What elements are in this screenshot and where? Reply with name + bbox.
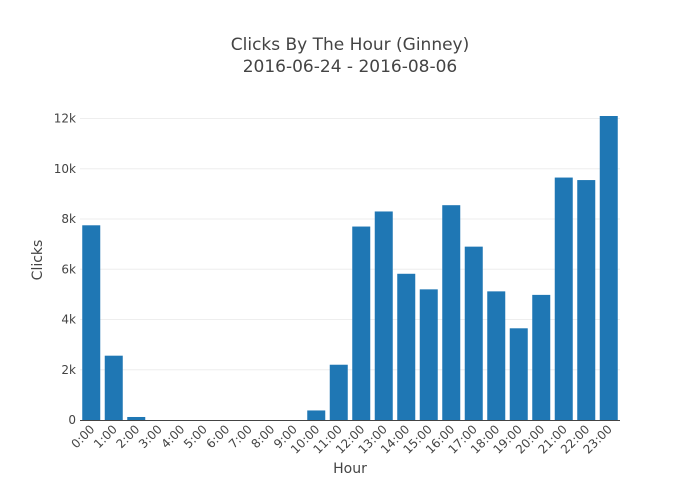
x-axis-title: Hour: [333, 461, 367, 477]
x-tick-label: 5:00: [181, 422, 210, 451]
y-tick-label: 0: [68, 413, 76, 427]
chart-subtitle: 2016-06-24 - 2016-08-06: [243, 57, 458, 77]
bar: [127, 416, 146, 420]
bar: [532, 294, 551, 420]
bar: [307, 410, 326, 420]
y-tick-label: 4k: [61, 313, 76, 327]
bar: [509, 328, 528, 420]
x-axis-ticks: 0:001:002:003:004:005:006:007:008:009:00…: [68, 422, 614, 456]
bar: [352, 226, 371, 420]
bar: [419, 289, 438, 420]
x-tick-label: 6:00: [203, 422, 232, 451]
y-tick-label: 8k: [61, 212, 76, 226]
y-axis-title: Clicks: [30, 240, 46, 281]
bar: [577, 180, 596, 420]
chart-title: Clicks By The Hour (Ginney): [231, 35, 470, 55]
y-tick-label: 12k: [54, 112, 76, 126]
bar: [397, 273, 416, 420]
bar: [104, 355, 123, 420]
y-tick-label: 2k: [61, 363, 76, 377]
bar: [599, 116, 618, 420]
y-tick-label: 10k: [54, 162, 76, 176]
grid-lines: [80, 118, 620, 371]
bar: [487, 291, 506, 420]
bar: [82, 225, 101, 420]
bar: [554, 177, 573, 420]
bars: [82, 116, 618, 420]
bar: [442, 205, 461, 420]
y-axis-ticks: 0 2k 4k 6k 8k 10k 12k: [54, 112, 76, 427]
x-tick-label: 2:00: [113, 422, 142, 451]
bar: [464, 246, 483, 420]
x-tick-label: 1:00: [91, 422, 120, 451]
x-tick-label: 7:00: [226, 422, 255, 451]
x-tick-label: 8:00: [248, 422, 277, 451]
bar: [329, 364, 348, 420]
x-tick-label: 3:00: [136, 422, 165, 451]
x-tick-label: 4:00: [158, 422, 187, 451]
bar: [374, 211, 393, 420]
y-tick-label: 6k: [61, 262, 76, 276]
